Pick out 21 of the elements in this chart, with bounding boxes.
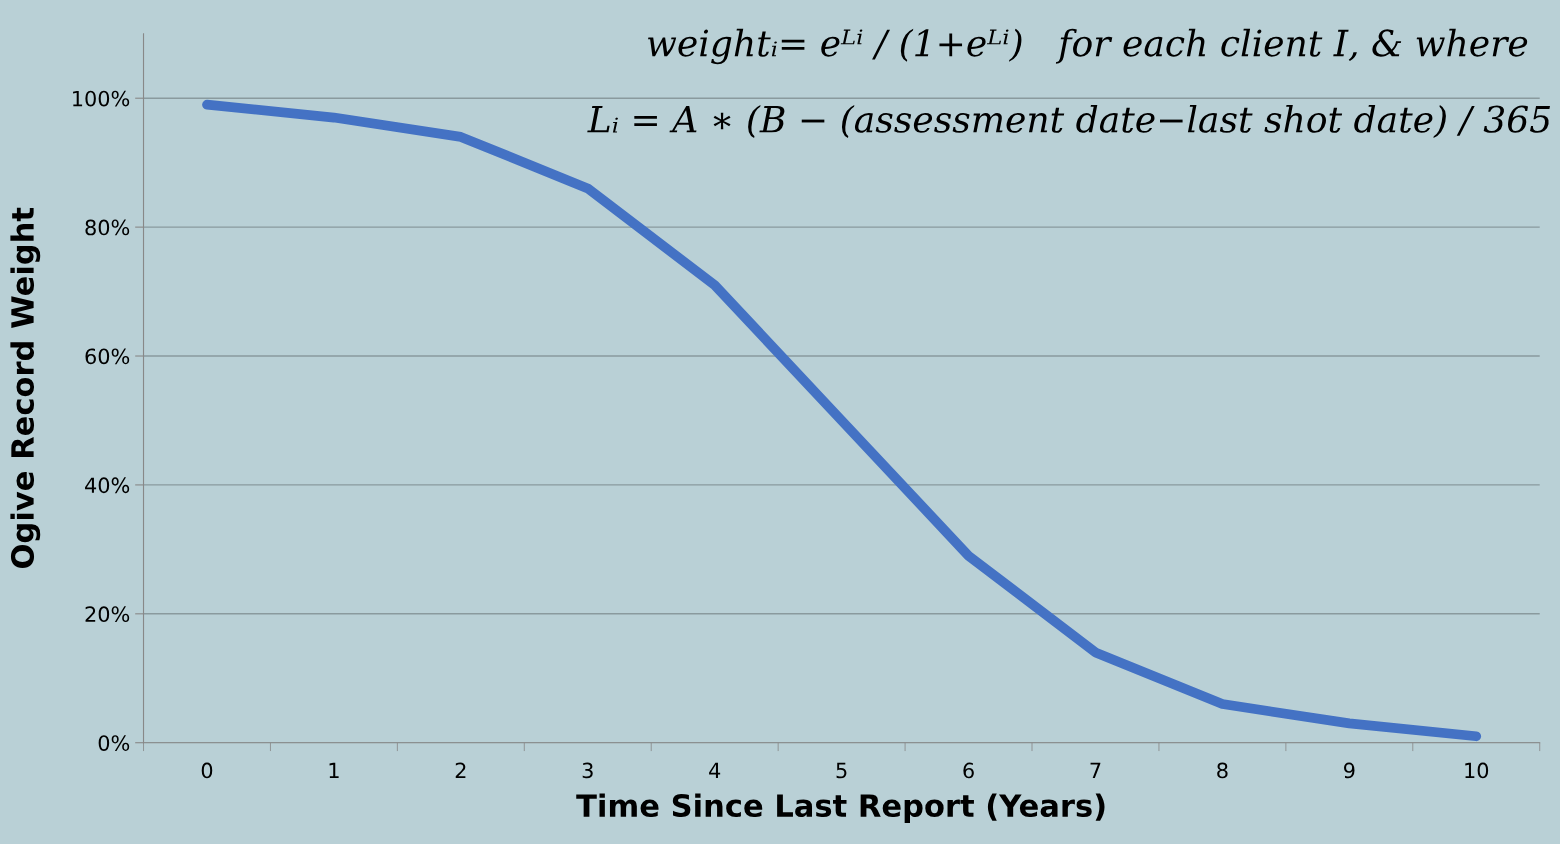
y-tick-label: 20% [85, 606, 130, 623]
x-axis-title: Time Since Last Report (Years) [576, 793, 1105, 824]
annotation: Lᵢ = A ∗ (B − (assessment date−last shot date) / 365 [587, 104, 1550, 138]
x-tick-label: 6 [963, 762, 974, 779]
x-tick-label: 3 [582, 762, 593, 779]
x-tick-label: 10 [1465, 762, 1489, 779]
x-tick-label: 7 [1090, 762, 1101, 778]
annotation: weightᵢ= eᴸⁱ / (1+eᴸⁱ) for each client I, & where [648, 28, 1528, 65]
x-tick-label: 2 [455, 762, 466, 778]
y-tick-label: 60% [85, 348, 130, 365]
x-tick-label: 1 [329, 762, 339, 778]
x-tick-label: 9 [1344, 762, 1355, 779]
y-axis-title: Ogive Record Weight [10, 207, 41, 568]
x-tick-label: 5 [836, 762, 847, 779]
y-tick-label: 0% [98, 735, 130, 751]
x-tick-label: 4 [709, 762, 721, 778]
y-tick-label: 100% [73, 90, 130, 107]
y-tick-label: 40% [85, 477, 130, 494]
y-tick-label: 80% [85, 219, 130, 236]
x-tick-label: 0 [201, 762, 213, 779]
x-tick-label: 8 [1217, 762, 1228, 779]
